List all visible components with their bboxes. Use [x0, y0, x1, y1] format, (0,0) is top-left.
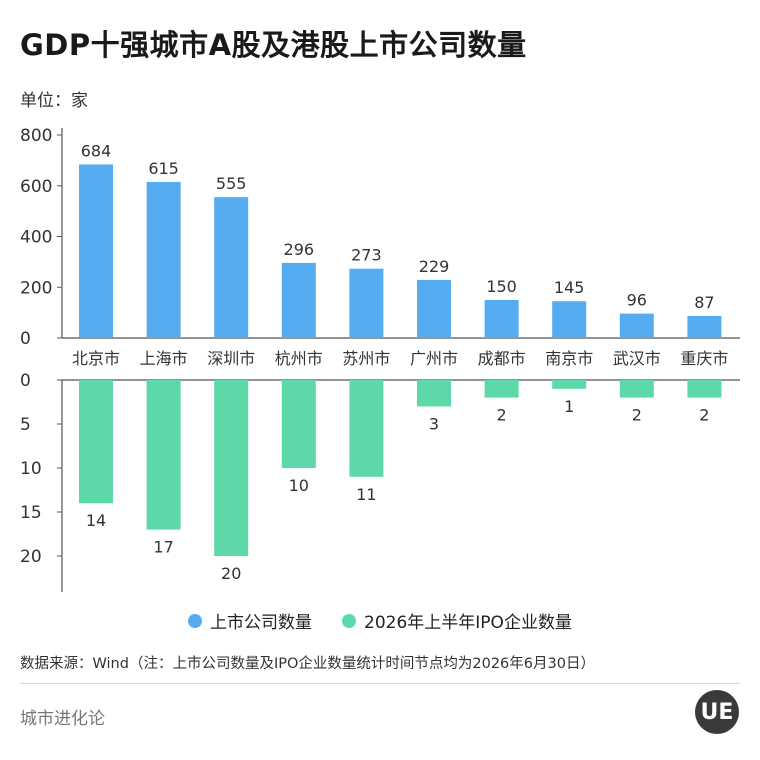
- ipo-bar: [349, 380, 384, 477]
- ipo-bar: [79, 380, 113, 504]
- listed-bar: [484, 299, 519, 338]
- listed-data-label: 150: [486, 277, 517, 296]
- legend-dot-listed: [188, 613, 203, 628]
- ipo-data-label: 11: [356, 485, 376, 504]
- brand-logo: UE: [695, 690, 739, 734]
- category-label: 重庆市: [680, 349, 728, 368]
- bottom-y-tick-label: 10: [20, 459, 42, 479]
- listed-data-label: 273: [351, 246, 382, 265]
- ipo-data-label: 14: [86, 511, 106, 530]
- ipo-bar: [687, 380, 722, 398]
- listed-data-label: 96: [627, 291, 647, 310]
- category-label: 广州市: [410, 349, 458, 368]
- ipo-data-label: 17: [153, 538, 173, 557]
- ipo-data-label: 20: [221, 564, 241, 583]
- ipo-data-label: 1: [564, 397, 574, 416]
- ipo-data-label: 2: [699, 406, 709, 425]
- ipo-data-label: 10: [289, 476, 309, 495]
- ipo-data-label: 3: [429, 414, 439, 433]
- legend-item-ipo[interactable]: 2026年上半年IPO企业数量: [342, 608, 572, 633]
- listed-bar: [619, 313, 654, 338]
- ipo-bar: [146, 380, 181, 530]
- listed-bar: [687, 315, 722, 338]
- ipo-bar: [552, 380, 587, 389]
- bar-chart: 0 200 400 600 800 0 5 10 15 20 684 北京市 14 615 上海市 17 555…: [20, 126, 740, 592]
- bottom-y-tick-label: 20: [20, 547, 42, 567]
- legend-dot-ipo: [342, 613, 357, 628]
- category-label: 成都市: [478, 349, 526, 368]
- source-note: 数据来源：Wind（注：上市公司数量及IPO企业数量统计时间节点均为2026年6…: [20, 656, 595, 672]
- listed-bar: [349, 268, 384, 338]
- listed-data-label: 615: [148, 159, 179, 178]
- ipo-bar: [484, 380, 519, 398]
- listed-bar: [417, 279, 451, 338]
- ipo-data-label: 2: [632, 406, 642, 425]
- listed-data-label: 555: [216, 174, 247, 193]
- category-label: 苏州市: [342, 349, 390, 368]
- ipo-bar: [417, 380, 451, 407]
- ipo-bar: [619, 380, 654, 398]
- chart-title: GDP十强城市A股及港股上市公司数量: [20, 28, 527, 62]
- listed-data-label: 229: [419, 257, 450, 276]
- top-y-tick-label: 400: [20, 228, 52, 248]
- unit-label: 单位：家: [20, 91, 88, 111]
- category-label: 深圳市: [207, 349, 255, 368]
- top-y-tick-label: 600: [20, 177, 52, 197]
- listed-data-label: 296: [284, 240, 315, 259]
- legend-item-listed[interactable]: 上市公司数量: [188, 608, 312, 633]
- category-label: 上海市: [140, 349, 188, 368]
- ipo-data-label: 2: [497, 406, 507, 425]
- ipo-bar: [214, 380, 249, 556]
- listed-bar: [214, 197, 249, 338]
- ipo-bar: [281, 380, 316, 468]
- bottom-y-tick-label: 0: [20, 371, 31, 391]
- listed-bar: [281, 262, 316, 338]
- category-label: 杭州市: [275, 349, 323, 368]
- listed-bar: [146, 181, 181, 338]
- listed-data-label: 145: [554, 278, 585, 297]
- listed-data-label: 87: [694, 293, 714, 312]
- brand-name: 城市进化论: [20, 709, 105, 729]
- category-label: 北京市: [72, 349, 120, 368]
- category-label: 南京市: [545, 349, 593, 368]
- bottom-y-tick-label: 5: [20, 415, 31, 435]
- listed-data-label: 684: [81, 141, 112, 160]
- category-label: 武汉市: [613, 349, 661, 368]
- bottom-y-tick-label: 15: [20, 503, 42, 523]
- top-y-tick-label: 0: [20, 329, 31, 349]
- legend: 上市公司数量 2026年上半年IPO企业数量: [0, 608, 760, 633]
- listed-bar: [79, 164, 113, 338]
- listed-bar: [552, 301, 587, 338]
- top-y-tick-label: 800: [20, 126, 52, 146]
- legend-label-ipo: 2026年上半年IPO企业数量: [364, 613, 572, 633]
- top-y-tick-label: 200: [20, 278, 52, 298]
- divider: [20, 683, 740, 684]
- legend-label-listed: 上市公司数量: [210, 613, 313, 633]
